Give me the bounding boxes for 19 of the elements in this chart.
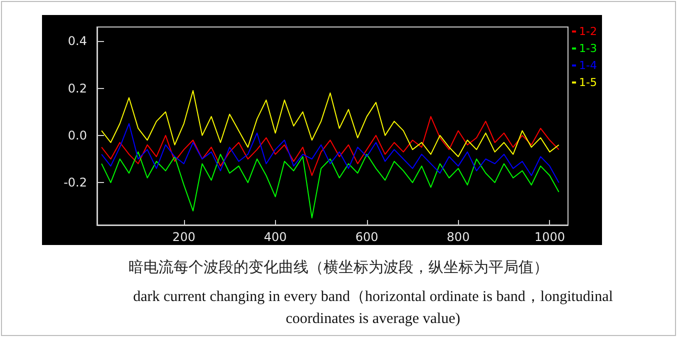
y-tick-label: 0.4 [68, 34, 87, 48]
legend-label: 1-2 [579, 25, 597, 38]
text: 暗电流每个波段的变化曲线（横坐标为波段，纵坐标为平局值） [128, 258, 550, 277]
x-tick-label: 1000 [534, 230, 565, 244]
legend-label: 1-3 [579, 42, 597, 55]
line-series [101, 116, 560, 176]
y-tick-label: 0.2 [68, 81, 87, 96]
line-series [101, 123, 560, 184]
line-series [101, 151, 560, 218]
y-tick-label: -0.2 [64, 176, 87, 190]
y-tick-label: 0.0 [68, 128, 87, 142]
line-series [101, 90, 560, 158]
text: dark current changing in every band（horizontal ordinate is band，longitudinal coordinates is average value) [132, 288, 614, 329]
x-tick-label: 800 [446, 230, 470, 244]
x-tick-label: 400 [264, 230, 287, 244]
x-tick-label: 600 [355, 230, 378, 244]
x-tick-label: 200 [172, 230, 196, 244]
legend-label: 1-4 [579, 59, 597, 72]
legend-label: 1-5 [579, 76, 597, 89]
